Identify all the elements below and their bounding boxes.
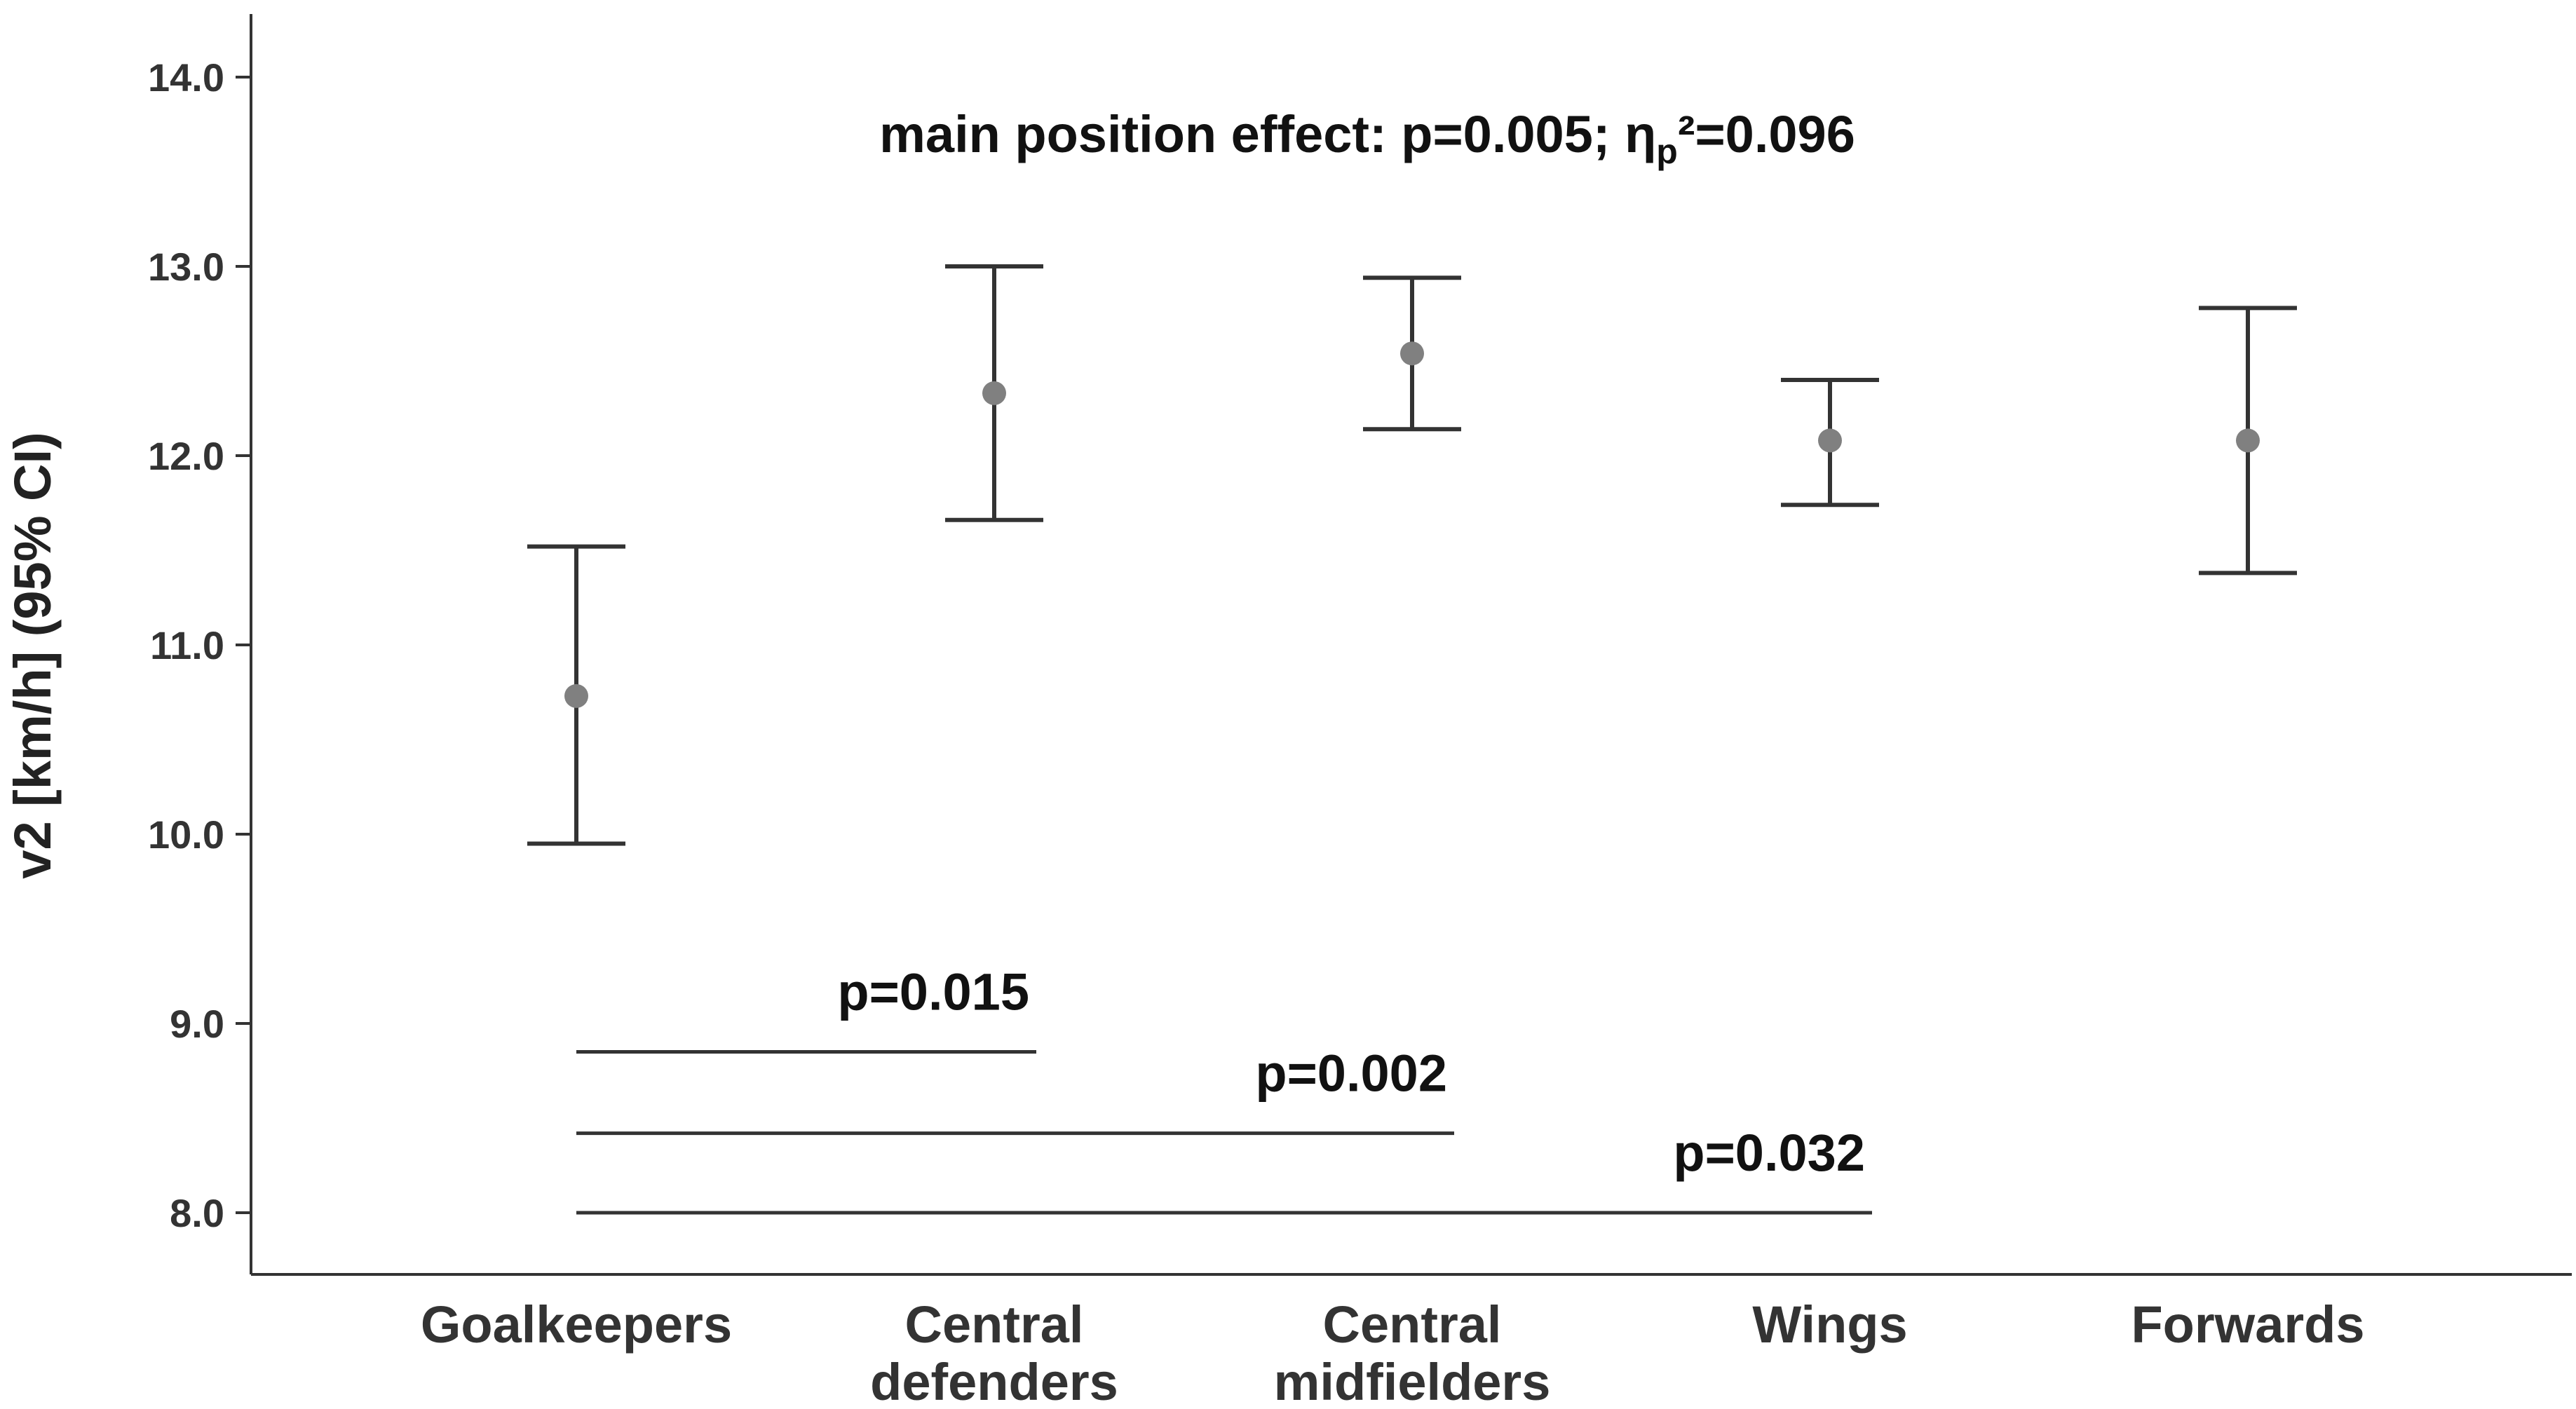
x-category-label: defenders	[870, 1353, 1118, 1409]
annotation-group: main position effect: p=0.005; ηp²=0.096	[879, 105, 1855, 171]
x-category-label: Goalkeepers	[421, 1295, 732, 1354]
x-category-label: Central	[905, 1295, 1084, 1354]
x-category-label: Forwards	[2131, 1295, 2364, 1354]
comparison-brackets: p=0.015 p=0.002 p=0.032	[576, 963, 1872, 1215]
mean-point	[1400, 341, 1424, 366]
comparison-p-value: p=0.032	[1673, 1124, 1865, 1182]
main-effect-annotation: main position effect: p=0.005; ηp²=0.096	[879, 105, 1855, 171]
annotation-prefix: main position effect: p=0.005; η	[879, 105, 1656, 163]
y-tick-label: 10.0	[148, 812, 224, 857]
annotation-suffix: ²=0.096	[1678, 105, 1855, 163]
mean-point	[564, 683, 588, 708]
comparison-p-value: p=0.015	[837, 963, 1029, 1021]
y-axis-label: v2 [km/h] (95% CI)	[4, 432, 62, 878]
mean-point	[982, 381, 1006, 405]
annotation-subscript: p	[1656, 132, 1678, 171]
error-bars	[527, 264, 2297, 846]
x-category-label: Central	[1323, 1295, 1502, 1354]
y-tick-label: 11.0	[150, 623, 224, 667]
y-tick-label: 8.0	[170, 1191, 224, 1235]
x-category-label: Wings	[1752, 1295, 1907, 1354]
mean-point	[2236, 428, 2260, 453]
y-axis-ticks: 8.0 9.0 10.0 11.0 12.0 13.0 14.0	[148, 55, 251, 1235]
y-tick-label: 12.0	[148, 434, 224, 478]
x-axis-categories: Goalkeepers CentraldefendersCentralmidfie…	[421, 1295, 2365, 1409]
y-tick-label: 14.0	[148, 55, 224, 100]
comparison-p-value: p=0.002	[1255, 1044, 1447, 1103]
y-axis-label-group: v2 [km/h] (95% CI)	[4, 432, 62, 878]
x-category-label: midfielders	[1274, 1353, 1551, 1409]
y-tick-label: 13.0	[148, 245, 224, 289]
mean-point	[1818, 428, 1842, 453]
y-tick-label: 9.0	[170, 1002, 224, 1046]
